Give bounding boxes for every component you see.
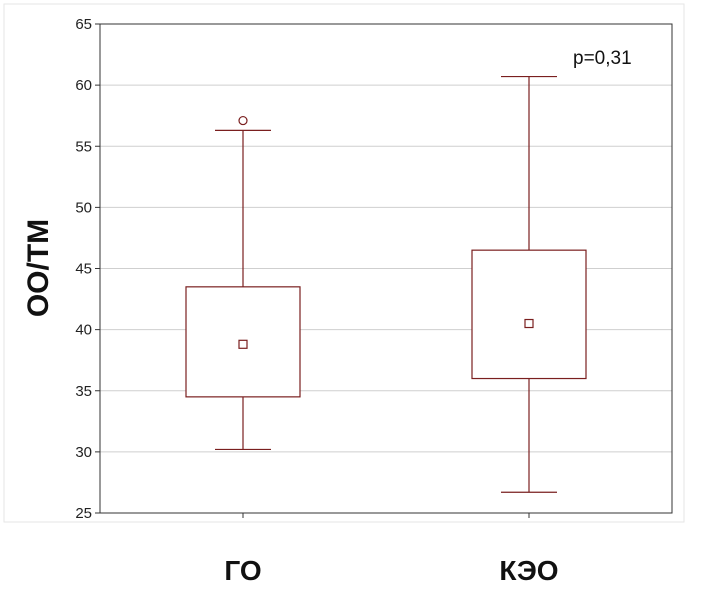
y-axis-ticks: 25 30 35 40 45 50 55 60 65 — [75, 16, 100, 522]
p-value-annotation: p=0,31 — [573, 48, 632, 69]
y-tick-label: 40 — [75, 322, 92, 339]
y-tick-label: 65 — [75, 16, 92, 33]
y-tick-label: 45 — [75, 261, 92, 278]
category-label: КЭО — [499, 555, 558, 586]
center-marker — [238, 339, 248, 349]
outlier-point — [238, 115, 248, 126]
y-tick-label: 55 — [75, 138, 92, 155]
box-series — [185, 75, 587, 493]
box-rect — [471, 249, 587, 380]
y-tick-label: 60 — [75, 77, 92, 94]
y-tick-label: 25 — [75, 505, 92, 522]
box-2 — [471, 75, 587, 493]
box-1 — [185, 115, 301, 451]
y-tick-label: 50 — [75, 199, 92, 216]
y-tick-label: 30 — [75, 444, 92, 461]
y-tick-label: 35 — [75, 383, 92, 400]
x-axis-categories: ГО КЭО — [224, 513, 559, 586]
center-marker — [524, 318, 534, 329]
y-axis-label: ОО/ТМ — [22, 219, 55, 317]
category-label: ГО — [224, 555, 261, 586]
